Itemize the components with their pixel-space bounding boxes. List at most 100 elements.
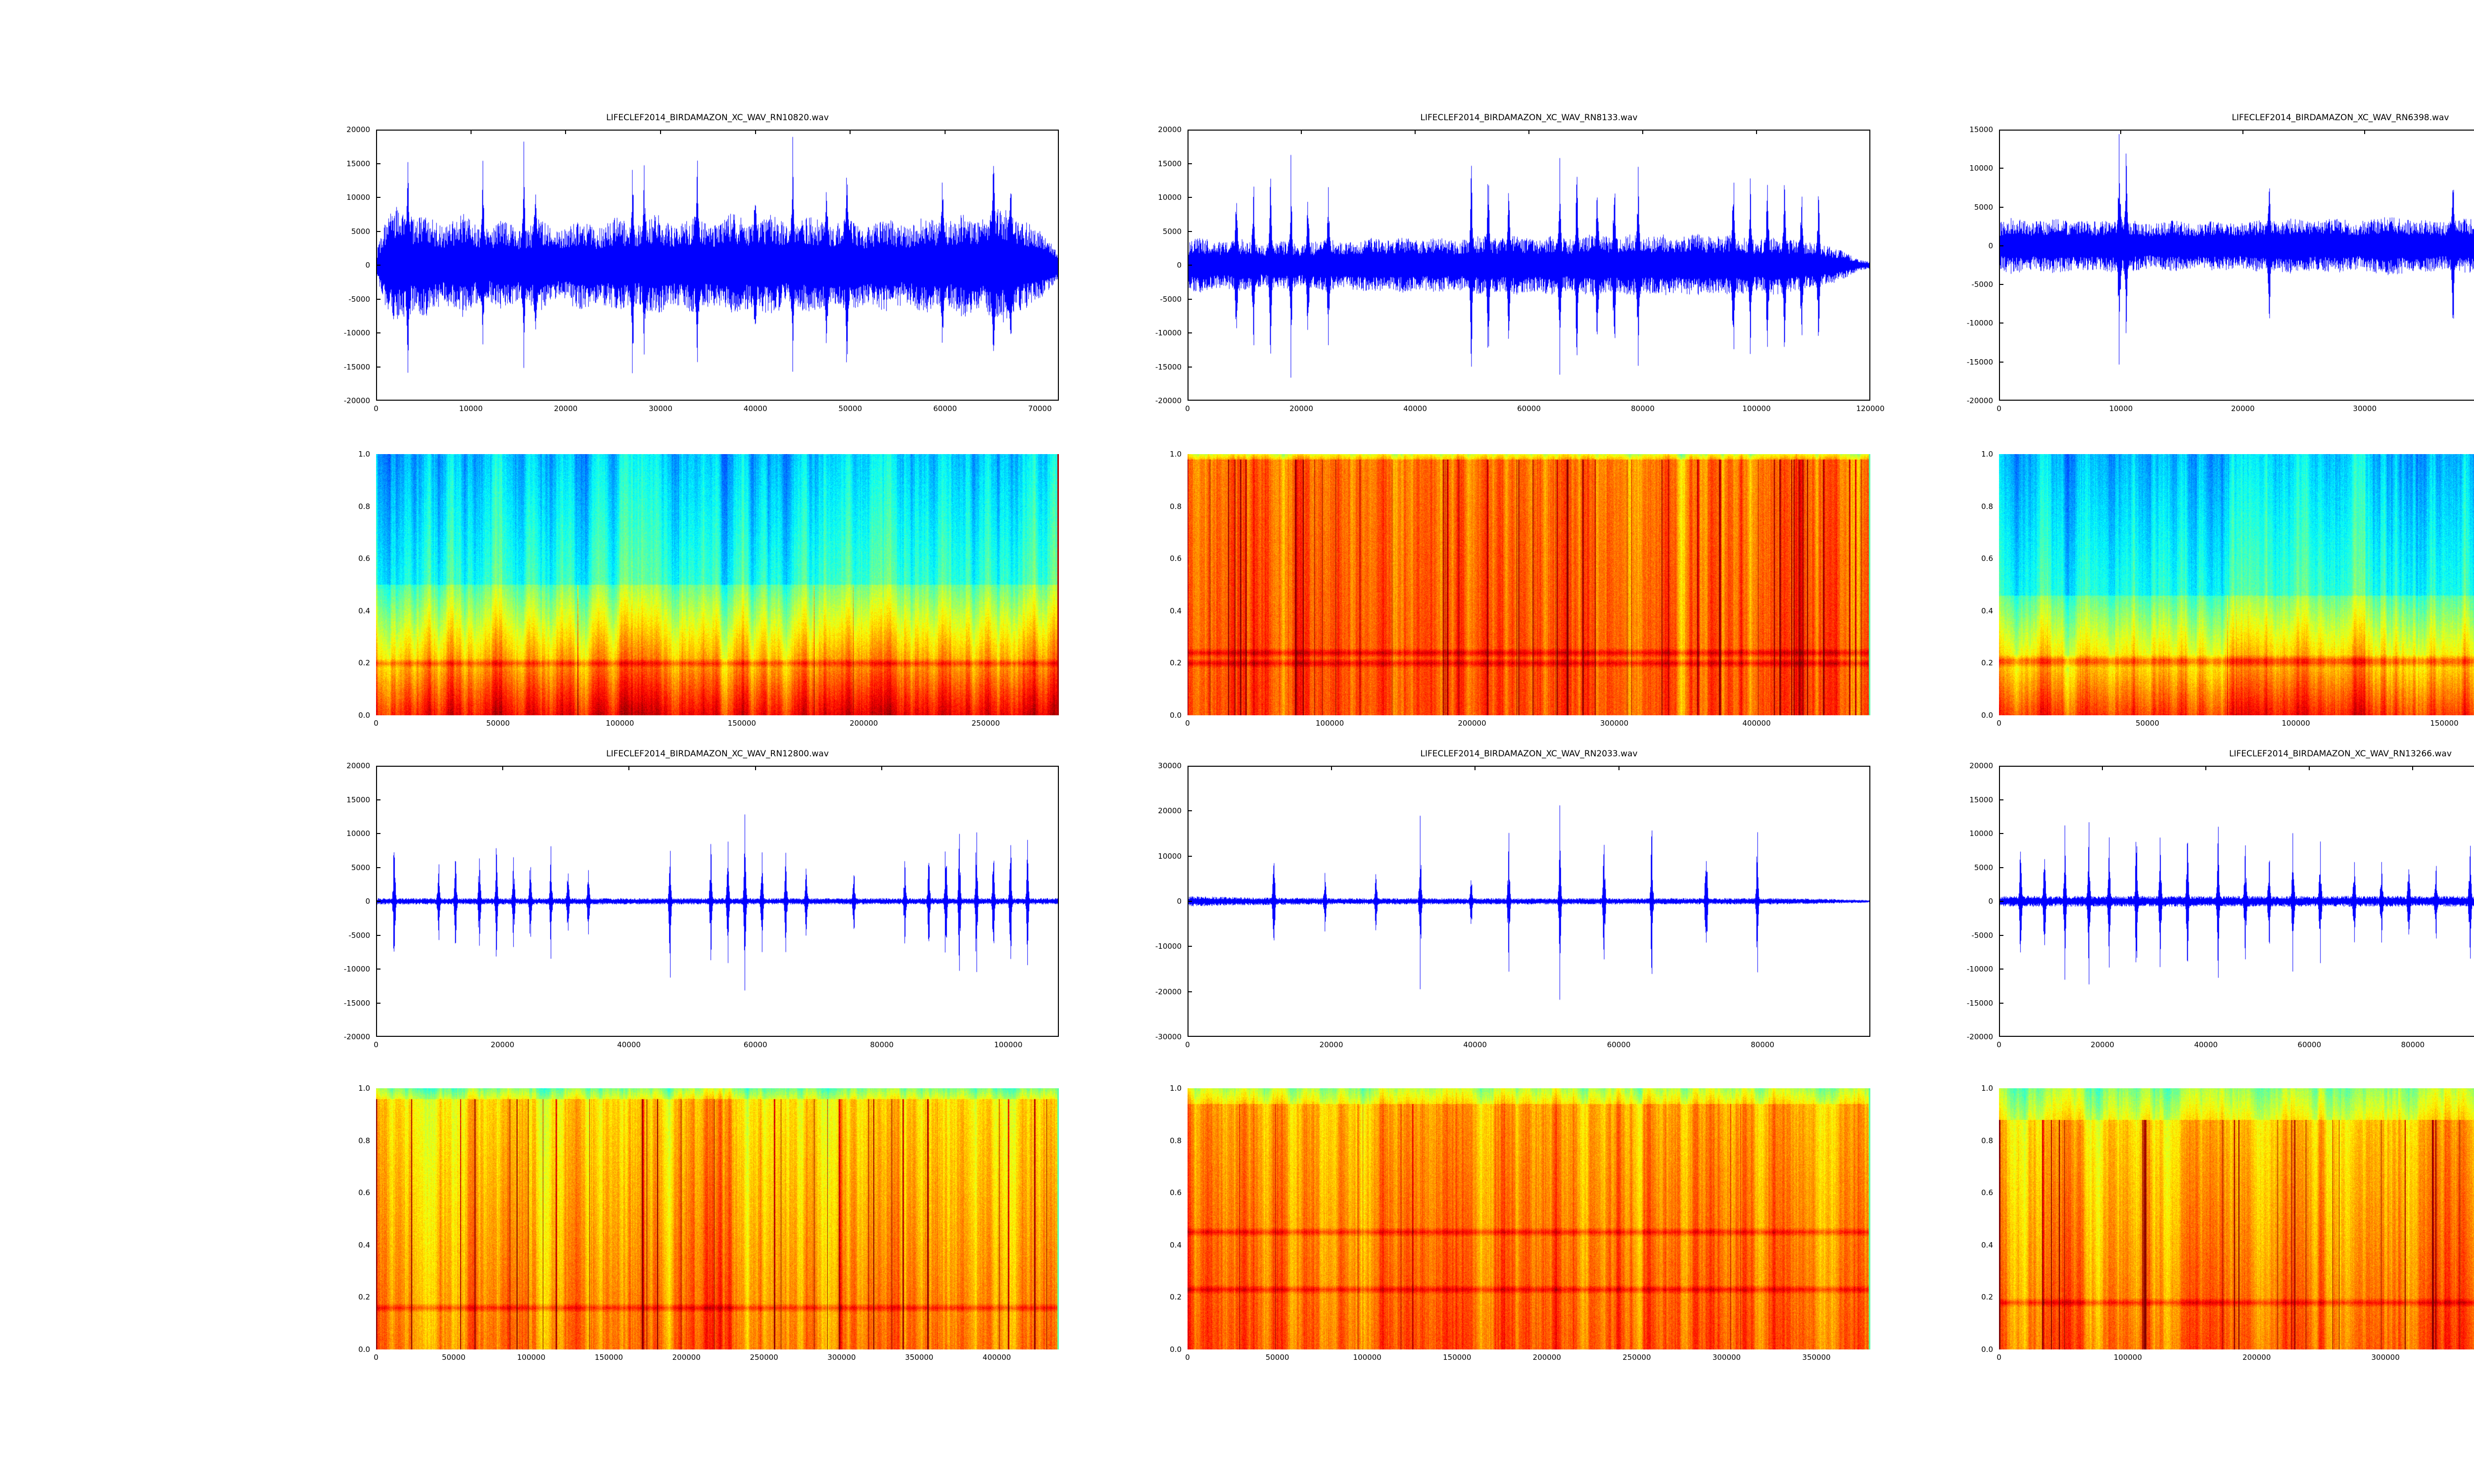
x-tick-label: 300000 xyxy=(1712,1353,1741,1362)
x-tick-label: 100000 xyxy=(606,719,634,728)
y-tick-mark xyxy=(1188,946,1192,947)
y-tick-label: 0.6 xyxy=(1170,1188,1182,1198)
y-tick-label: 0 xyxy=(1177,261,1182,270)
spectrogram-panel: 0.0 0.2 0.4 0.6 0.8 1.0 0 100000 200000 300000 400… xyxy=(1170,437,1870,738)
x-tick-label: 200000 xyxy=(672,1353,701,1362)
x-tick-label: 80000 xyxy=(1751,1040,1774,1049)
y-tick-label: -10000 xyxy=(343,965,370,974)
y-tick-mark xyxy=(1188,332,1192,333)
y-tick-label: -20000 xyxy=(1155,396,1182,405)
y-tick-label: 10000 xyxy=(346,193,370,202)
x-tick-label: 150000 xyxy=(2430,719,2459,728)
y-tick-label: -5000 xyxy=(1971,280,1993,289)
y-tick-label: -10000 xyxy=(1966,319,1993,328)
y-tick-label: 0.6 xyxy=(1981,1188,1993,1198)
x-tick-mark xyxy=(2364,130,2366,134)
x-tick-label: 0 xyxy=(1185,1353,1190,1362)
x-tick-label: 100000 xyxy=(517,1353,546,1362)
y-tick-label: -15000 xyxy=(343,998,370,1008)
y-tick-label: 0 xyxy=(365,897,370,906)
y-tick-mark xyxy=(1999,934,2003,936)
y-tick-mark xyxy=(376,901,381,902)
y-tick-mark xyxy=(376,969,381,970)
y-tick-label: 0 xyxy=(1177,897,1182,906)
y-tick-label: 10000 xyxy=(1969,164,1993,173)
x-tick-label: 100000 xyxy=(994,1040,1023,1049)
x-tick-mark xyxy=(502,766,503,770)
y-tick-label: 30000 xyxy=(1158,761,1182,770)
x-tick-label: 20000 xyxy=(490,1040,515,1049)
y-tick-mark xyxy=(1188,265,1192,266)
y-tick-label: 0.4 xyxy=(1170,606,1182,615)
y-tick-label: 10000 xyxy=(1158,193,1182,202)
y-tick-label: 0 xyxy=(1988,241,1993,250)
x-tick-label: 10000 xyxy=(2109,404,2133,413)
waveform-axes xyxy=(1999,766,2474,1037)
y-tick-mark xyxy=(1999,206,2003,208)
spectrogram-image xyxy=(1999,1088,2474,1349)
y-tick-mark xyxy=(1999,1002,2003,1004)
y-tick-label: 0.0 xyxy=(1170,711,1182,720)
y-tick-mark xyxy=(376,265,381,266)
y-tick-label: 20000 xyxy=(346,125,370,134)
y-tick-label: 0.8 xyxy=(1170,502,1182,511)
y-tick-label: 1.0 xyxy=(1981,450,1993,459)
y-tick-label: 0.2 xyxy=(358,658,370,668)
y-tick-mark xyxy=(1999,245,2003,246)
x-tick-label: 60000 xyxy=(1517,404,1541,413)
spectrogram-panel: 0.0 0.2 0.4 0.6 0.8 1.0 0 50000 100000 150000 2000… xyxy=(358,1071,1059,1372)
x-tick-mark xyxy=(2102,766,2103,770)
y-tick-mark xyxy=(1188,901,1192,902)
y-tick-label: 0.8 xyxy=(358,1136,370,1145)
y-tick-label: 1.0 xyxy=(358,1084,370,1093)
y-tick-label: -10000 xyxy=(1966,965,1993,974)
x-tick-mark xyxy=(1618,766,1619,770)
x-tick-mark xyxy=(1331,766,1332,770)
x-tick-label: 50000 xyxy=(486,719,510,728)
x-tick-label: 50000 xyxy=(441,1353,466,1362)
x-tick-label: 250000 xyxy=(750,1353,778,1362)
y-tick-label: -20000 xyxy=(1966,1032,1993,1041)
y-tick-label: 15000 xyxy=(1969,795,1993,804)
x-tick-mark xyxy=(755,766,756,770)
spectrogram-panel: 0.0 0.2 0.4 0.6 0.8 1.0 0 50000 100000 150000 2000… xyxy=(1170,1071,1870,1372)
x-tick-label: 10000 xyxy=(459,404,483,413)
plot-title: LIFECLEF2014_BIRDAMAZON_XC_WAV_RN10820.w… xyxy=(606,113,829,123)
y-tick-mark xyxy=(1999,969,2003,970)
x-tick-label: 0 xyxy=(374,404,379,413)
y-tick-label: -5000 xyxy=(348,294,370,304)
y-tick-label: 0.0 xyxy=(1981,1345,1993,1354)
y-tick-mark xyxy=(1188,298,1192,300)
x-tick-mark xyxy=(1301,130,1302,134)
y-tick-label: 10000 xyxy=(1969,829,1993,838)
y-tick-mark xyxy=(1999,867,2003,868)
y-tick-mark xyxy=(1188,231,1192,232)
plot-title: LIFECLEF2014_BIRDAMAZON_XC_WAV_RN13266.w… xyxy=(2229,749,2452,759)
x-tick-label: 40000 xyxy=(2194,1040,2218,1049)
waveform-axes xyxy=(376,766,1059,1037)
x-tick-label: 50000 xyxy=(1265,1353,1289,1362)
spectrogram-axes xyxy=(1188,454,1870,715)
x-tick-label: 0 xyxy=(374,719,379,728)
waveform-panel: LIFECLEF2014_BIRDAMAZON_XC_WAV_RN13266.w… xyxy=(1967,749,2474,1060)
y-tick-label: 10000 xyxy=(1158,851,1182,861)
y-tick-label: 0.4 xyxy=(358,1240,370,1250)
x-tick-label: 70000 xyxy=(1028,404,1052,413)
y-tick-label: 5000 xyxy=(1162,227,1182,236)
x-tick-mark xyxy=(1756,130,1757,134)
x-tick-label: 30000 xyxy=(649,404,672,413)
y-tick-label: 0.8 xyxy=(358,502,370,511)
y-tick-mark xyxy=(376,833,381,834)
y-tick-label: -10000 xyxy=(343,328,370,337)
spectrogram-image xyxy=(376,454,1059,715)
y-tick-mark xyxy=(1188,855,1192,857)
plot-title: LIFECLEF2014_BIRDAMAZON_XC_WAV_RN2033.wa… xyxy=(1420,749,1638,759)
y-tick-label: -30000 xyxy=(1155,1032,1182,1041)
y-tick-mark xyxy=(1999,168,2003,169)
spectrogram-image xyxy=(376,1088,1059,1349)
x-tick-label: 0 xyxy=(1997,1353,2001,1362)
x-tick-label: 250000 xyxy=(971,719,1000,728)
x-tick-label: 100000 xyxy=(1353,1353,1381,1362)
x-tick-label: 0 xyxy=(1185,404,1190,413)
x-tick-label: 400000 xyxy=(1742,719,1771,728)
